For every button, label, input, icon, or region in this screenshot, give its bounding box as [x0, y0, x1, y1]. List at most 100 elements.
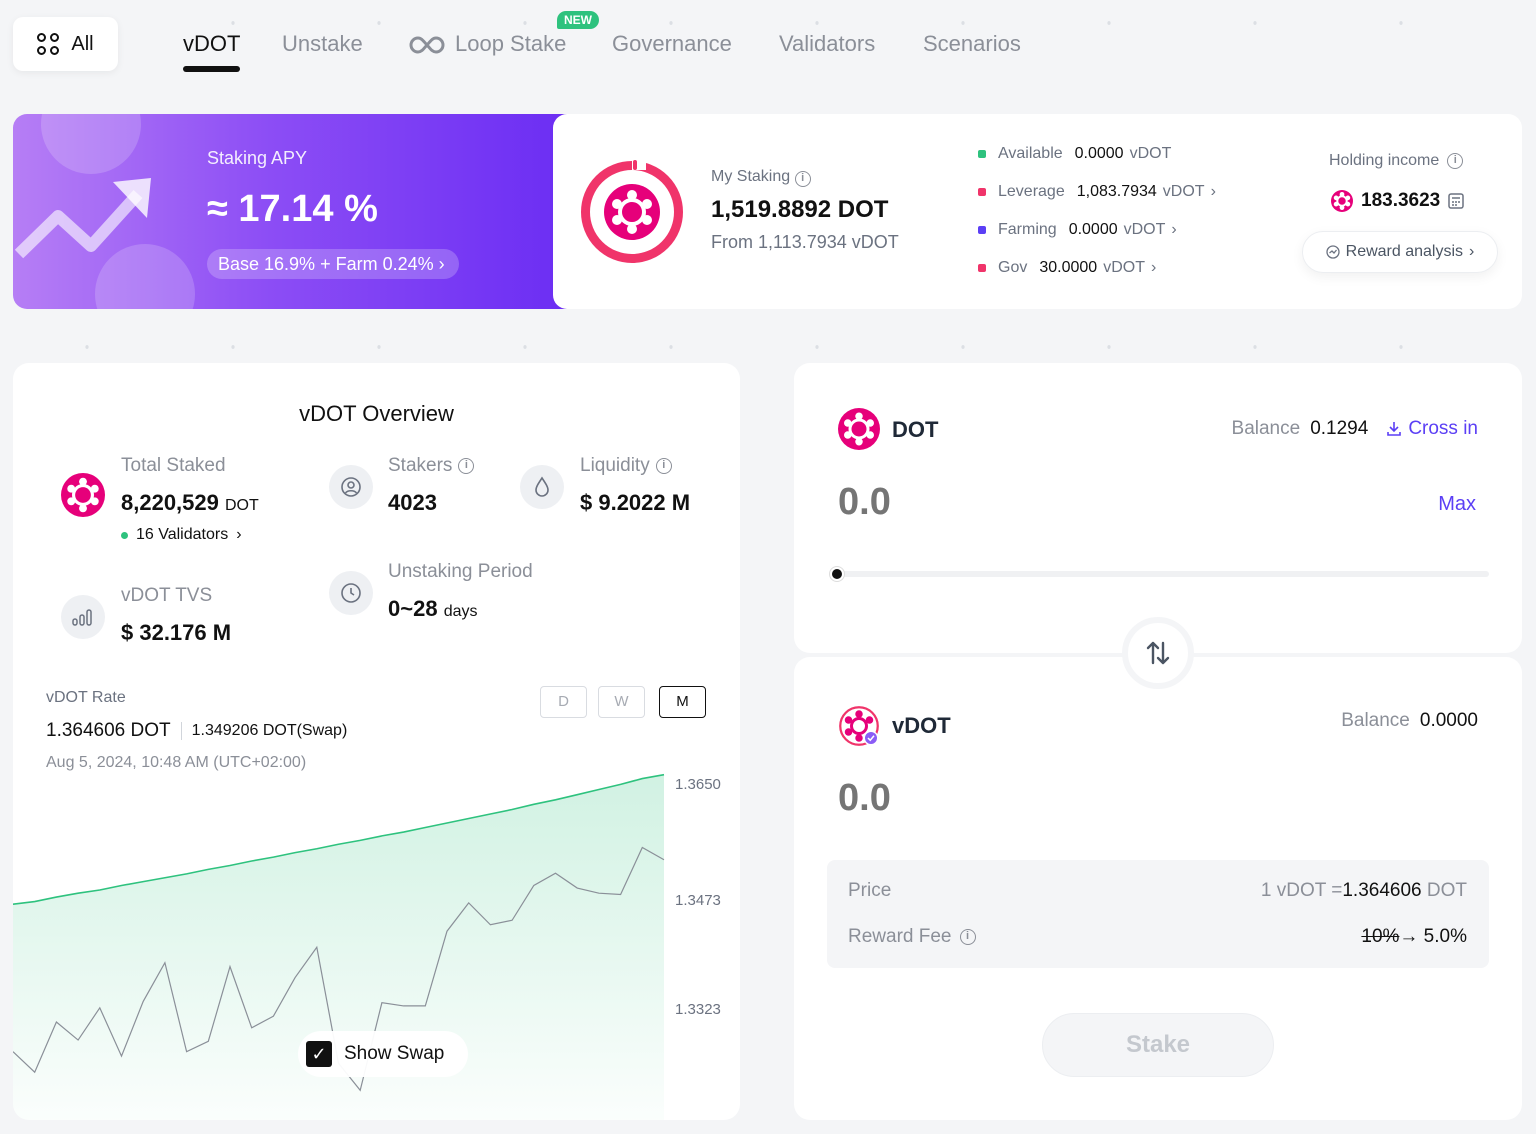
stake-button[interactable]: Stake [1042, 1013, 1274, 1077]
breakdown-label: Available [998, 145, 1063, 162]
liquidity-value: $ 9.2022 M [580, 490, 691, 515]
cross-in-button[interactable]: Cross in [1386, 418, 1478, 440]
my-staking-value: 1,519.8892 DOT [711, 196, 889, 223]
unstaking-period-value: 0~28 days [388, 596, 477, 622]
period-button-day[interactable]: D [540, 686, 587, 718]
apy-label: Staking APY [207, 148, 308, 168]
stakers-label: Stakers i [388, 455, 475, 477]
ring-tick [633, 160, 637, 170]
breakdown-gov[interactable]: Gov 30.0000 vDOT › [978, 259, 1156, 277]
reward-analysis-label: Reward analysis [1345, 243, 1464, 260]
to-amount-input[interactable] [838, 777, 1238, 820]
fee-old: 10% [1361, 926, 1400, 947]
amount-slider-track[interactable] [836, 571, 1489, 577]
status-dot [978, 226, 986, 234]
liquidity-label-text: Liquidity [580, 455, 650, 476]
total-staked-value: 8,220,529 DOT [121, 490, 259, 516]
chevron-right-icon: › [236, 526, 242, 543]
info-icon[interactable]: i [655, 458, 672, 474]
price-value: 1 vDOT =1.364606 DOT [1261, 880, 1467, 902]
cross-in-label: Cross in [1408, 418, 1478, 439]
stakers-value: 4023 [388, 490, 437, 515]
reward-analysis-button[interactable]: Reward analysis › [1302, 231, 1498, 273]
chevron-right-icon: › [1171, 221, 1177, 238]
polkadot-icon [838, 408, 880, 450]
all-button[interactable]: All [13, 17, 118, 71]
tab-scenarios[interactable]: Scenarios [923, 31, 1021, 56]
breakdown-unit: vDOT [1162, 183, 1205, 200]
y-tick-label: 1.3323 [675, 1001, 721, 1018]
total-staked-label: Total Staked [121, 455, 226, 476]
swap-from-card: DOT Balance 0.1294 Cross in Max [794, 363, 1522, 653]
tab-vdot[interactable]: vDOT [183, 30, 241, 72]
period-button-month[interactable]: M [659, 686, 706, 718]
calculator-icon[interactable] [1448, 193, 1464, 209]
divider [180, 722, 182, 740]
breakdown-label: Leverage [998, 183, 1065, 200]
breakdown-value: 0.0000 [1074, 145, 1124, 162]
apy-breakdown-pill[interactable]: Base 16.9% + Farm 0.24% › [207, 249, 459, 279]
my-staking-card: My Staking i 1,519.8892 DOT From 1,113.7… [553, 114, 1522, 309]
from-amount-input[interactable] [838, 481, 1238, 524]
vdot-overview-card: vDOT Overview Total Staked 8,220,529 DOT… [13, 363, 740, 1120]
status-dot [121, 531, 128, 539]
breakdown-leverage[interactable]: Leverage 1,083.7934 vDOT › [978, 183, 1216, 201]
info-icon[interactable]: i [1447, 153, 1464, 169]
droplet-icon [520, 465, 564, 509]
loop-icon [409, 36, 445, 54]
balance-value: 0.1294 [1310, 418, 1369, 439]
info-icon[interactable]: i [458, 458, 475, 474]
grid-icon [37, 33, 60, 55]
breakdown-available: Available 0.0000 vDOT [978, 145, 1171, 163]
download-icon [1387, 422, 1402, 436]
tab-validators[interactable]: Validators [779, 31, 876, 56]
max-button[interactable]: Max [1438, 493, 1476, 515]
breakdown-farming[interactable]: Farming 0.0000 vDOT › [978, 221, 1177, 239]
period-button-week[interactable]: W [598, 686, 645, 718]
breakdown-unit: vDOT [1123, 221, 1166, 238]
checkbox-checked-icon[interactable]: ✓ [306, 1041, 332, 1067]
apy-value: ≈ 17.14 % [207, 188, 378, 230]
new-badge: NEW [557, 11, 599, 29]
price-unit: DOT [1426, 880, 1467, 901]
vdot-rate-value: 1.364606 DOT 1.349206 DOT(Swap) [46, 720, 347, 742]
rate-area-fill [13, 774, 664, 1120]
all-label: All [71, 32, 94, 55]
tvs-value: $ 32.176 M [121, 620, 232, 645]
rate-timestamp: Aug 5, 2024, 10:48 AM (UTC+02:00) [46, 754, 307, 771]
show-swap-label: Show Swap [344, 1043, 445, 1064]
tab-loop-stake-label: Loop Stake [455, 31, 567, 56]
validators-link[interactable]: 16 Validators › [121, 526, 242, 544]
holding-income-label-text: Holding income [1329, 152, 1440, 169]
unstaking-period-label: Unstaking Period [388, 561, 533, 582]
amount-slider-thumb[interactable] [830, 567, 844, 581]
swap-direction-button[interactable] [1122, 617, 1194, 689]
show-swap-toggle[interactable]: ✓ Show Swap [298, 1031, 468, 1077]
total-staked-unit: DOT [225, 497, 259, 514]
balance-label: Balance [1231, 418, 1301, 439]
overview-title: vDOT Overview [299, 401, 454, 426]
y-tick-label: 1.3650 [675, 776, 721, 793]
polkadot-icon [1331, 190, 1353, 212]
tab-loop-stake[interactable]: Loop Stake [409, 30, 566, 60]
breakdown-label: Gov [998, 259, 1028, 276]
balance-value: 0.0000 [1419, 710, 1478, 731]
polkadot-icon [604, 184, 660, 240]
swap-arrows-icon [1146, 641, 1170, 665]
bar-chart-icon [61, 595, 105, 639]
validators-label: 16 Validators [136, 526, 229, 543]
from-balance: Balance 0.1294 Cross in [1232, 418, 1478, 440]
tab-governance[interactable]: Governance [612, 31, 732, 56]
breakdown-value: 30.0000 [1039, 259, 1098, 276]
user-icon [329, 465, 373, 509]
rate-value-text: 1.364606 DOT [46, 720, 171, 741]
breakdown-value: 1,083.7934 [1076, 183, 1157, 200]
info-icon[interactable]: i [794, 171, 811, 187]
trend-up-icon [14, 178, 151, 259]
y-tick-label: 1.3473 [675, 892, 721, 909]
staking-apy-card: Staking APY ≈ 17.14 % Base 16.9% + Farm … [13, 114, 583, 309]
polkadot-icon [61, 473, 105, 517]
tab-unstake[interactable]: Unstake [282, 31, 363, 56]
info-icon[interactable]: i [959, 929, 976, 945]
clock-icon [329, 571, 373, 615]
